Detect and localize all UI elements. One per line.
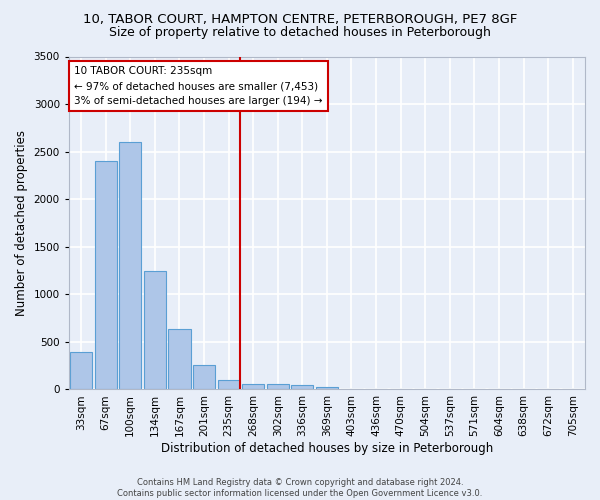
Bar <box>266 384 289 390</box>
Bar <box>193 364 215 390</box>
Bar <box>95 161 117 390</box>
Text: 10, TABOR COURT, HAMPTON CENTRE, PETERBOROUGH, PE7 8GF: 10, TABOR COURT, HAMPTON CENTRE, PETERBO… <box>83 12 517 26</box>
Text: Size of property relative to detached houses in Peterborough: Size of property relative to detached ho… <box>109 26 491 39</box>
Bar <box>218 380 239 390</box>
Bar <box>169 328 191 390</box>
Text: 10 TABOR COURT: 235sqm
← 97% of detached houses are smaller (7,453)
3% of semi-d: 10 TABOR COURT: 235sqm ← 97% of detached… <box>74 66 322 106</box>
Bar <box>70 352 92 390</box>
Text: Contains HM Land Registry data © Crown copyright and database right 2024.
Contai: Contains HM Land Registry data © Crown c… <box>118 478 482 498</box>
Bar <box>316 386 338 390</box>
X-axis label: Distribution of detached houses by size in Peterborough: Distribution of detached houses by size … <box>161 442 493 455</box>
Bar <box>242 384 264 390</box>
Bar <box>119 142 142 390</box>
Bar <box>291 385 313 390</box>
Bar <box>144 272 166 390</box>
Y-axis label: Number of detached properties: Number of detached properties <box>15 130 28 316</box>
